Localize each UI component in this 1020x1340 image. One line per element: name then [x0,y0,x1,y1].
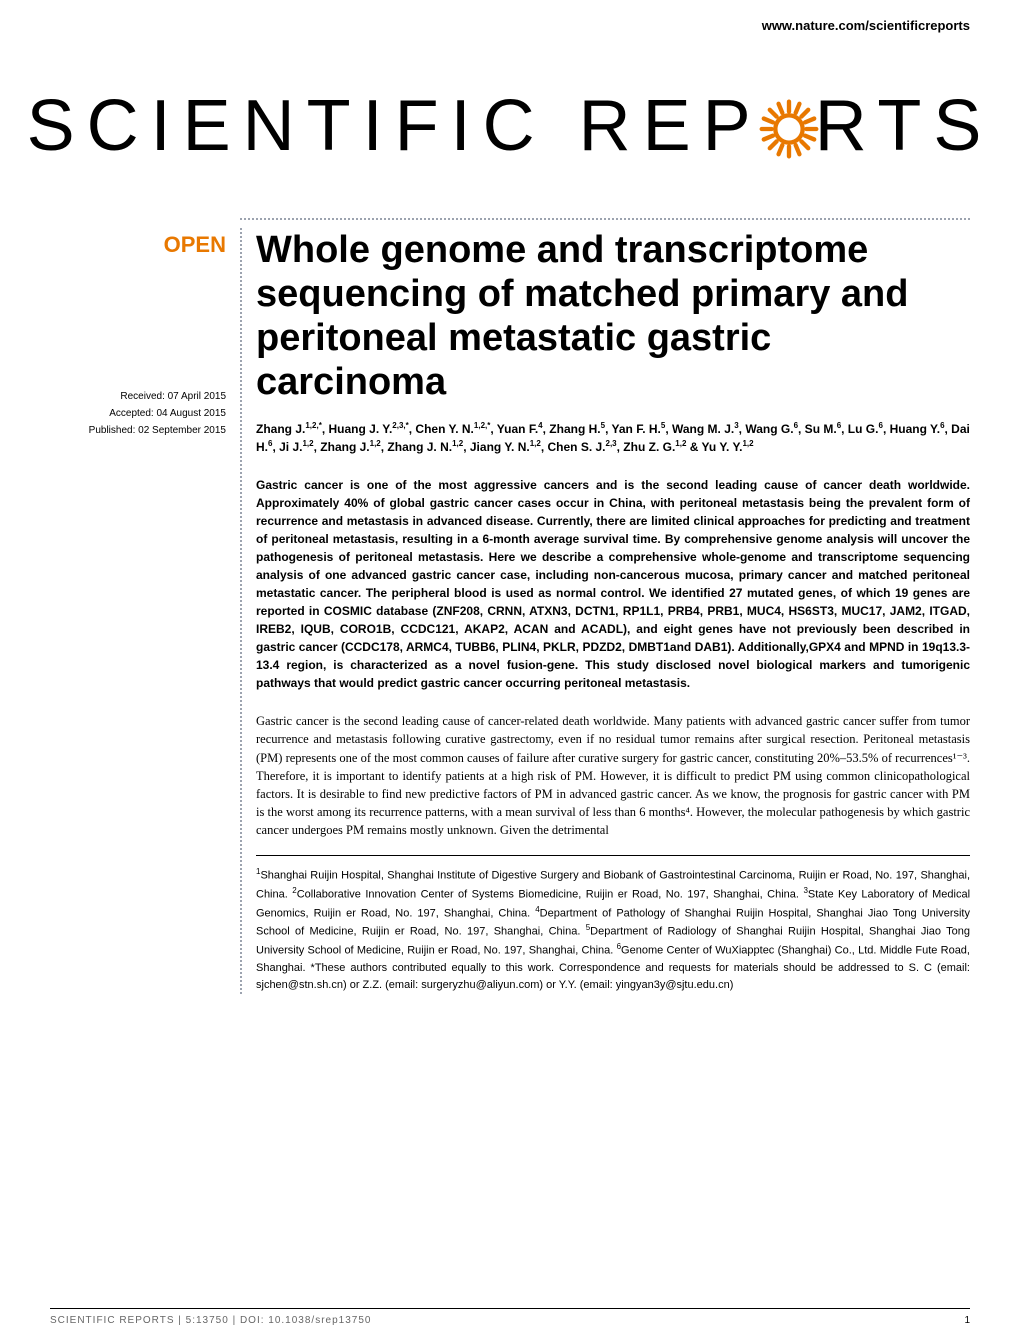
published-date: Published: 02 September 2015 [50,422,226,439]
main-content: OPEN Received: 07 April 2015 Accepted: 0… [50,228,970,994]
abstract-text: Gastric cancer is one of the most aggres… [256,476,970,692]
logo-part3: RTS [815,85,994,167]
footer-citation: SCIENTIFIC REPORTS | 5:13750 | DOI: 10.1… [50,1315,371,1326]
page-number: 1 [964,1315,970,1326]
horizontal-divider [240,218,970,220]
accepted-date: Accepted: 04 August 2015 [50,405,226,422]
article-dates: Received: 07 April 2015 Accepted: 04 Aug… [50,388,226,439]
logo-part2: REP [579,85,763,167]
received-date: Received: 07 April 2015 [50,388,226,405]
body-paragraph: Gastric cancer is the second leading cau… [256,712,970,839]
journal-url: www.nature.com/scientificreports [762,18,970,33]
article-title: Whole genome and transcriptome sequencin… [256,228,970,404]
gear-icon [758,95,820,157]
journal-logo: SCIENTIFIC REP [50,85,970,167]
page-footer: SCIENTIFIC REPORTS | 5:13750 | DOI: 10.1… [50,1308,970,1326]
open-access-badge: OPEN [50,232,226,258]
author-list: Zhang J.1,2,*, Huang J. Y.2,3,*, Chen Y.… [256,420,970,456]
left-column: OPEN Received: 07 April 2015 Accepted: 0… [50,228,240,994]
logo-text: SCIENTIFIC REP [27,85,994,167]
affiliations-block: 1Shanghai Ruijin Hospital, Shanghai Inst… [256,855,970,994]
right-column: Whole genome and transcriptome sequencin… [240,228,970,994]
logo-part1: SCIENTIFIC [27,85,547,167]
